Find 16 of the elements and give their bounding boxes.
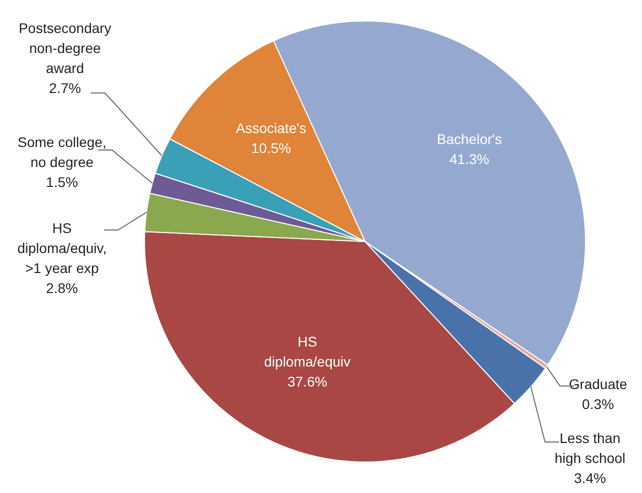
slice-label: HS diploma/equiv	[264, 333, 351, 370]
data-label: 3.4%	[574, 470, 606, 486]
slice-label: HS diploma/equiv, >1 year exp	[17, 220, 107, 276]
slice-label: Graduate	[568, 376, 628, 392]
data-label: 1.5%	[46, 174, 78, 190]
data-label: 2.8%	[46, 280, 78, 296]
data-label: 2.7%	[49, 80, 81, 96]
data-label: 0.3%	[582, 396, 614, 412]
slice-label: Some college, no degree	[18, 134, 106, 170]
slice-label: Less than high school	[554, 430, 626, 466]
slice-label: Postsecondary non-degree award	[18, 20, 112, 76]
data-label: 10.5%	[251, 140, 291, 156]
data-label: 37.6%	[287, 373, 328, 390]
data-label: 41.3%	[450, 151, 490, 168]
slice-label: Associate's	[236, 120, 306, 136]
slice-label: Bachelor's	[436, 131, 502, 148]
